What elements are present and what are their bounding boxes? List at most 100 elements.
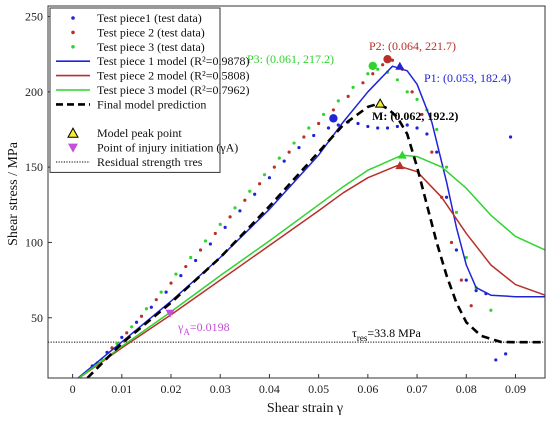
model-line-series-6 (77, 154, 545, 378)
data-point-series-3 (395, 78, 399, 82)
data-point-series-1 (179, 273, 183, 278)
data-point-series-1 (474, 289, 478, 293)
data-point-series-1 (238, 209, 242, 213)
data-point-series-1 (494, 358, 498, 362)
data-point-series-2 (287, 150, 291, 154)
data-point-series-3 (489, 308, 493, 312)
legend-label: Model peak point (97, 126, 182, 140)
x-tick-label: 0.01 (111, 382, 132, 396)
data-point-series-2 (449, 240, 454, 245)
experimental-peak-point-3 (368, 61, 377, 71)
legend-label: Final model prediction (97, 97, 206, 111)
data-point-series-1 (312, 133, 316, 138)
legend-marker-triangle-down (68, 143, 78, 153)
legend-label: Test piece 3 (test data) (97, 40, 205, 54)
data-point-series-2 (302, 135, 306, 139)
data-point-series-2 (317, 121, 321, 126)
data-point-series-3 (144, 307, 149, 311)
data-point-series-2 (198, 248, 203, 252)
plot-data (48, 54, 545, 378)
peak-label-m: M: (0.062, 192.2) (372, 109, 458, 123)
data-point-series-3 (464, 255, 468, 260)
data-point-series-1 (134, 320, 139, 324)
data-point-series-1 (435, 150, 439, 154)
data-point-series-3 (262, 173, 267, 177)
final-model-line (86, 102, 545, 378)
x-tick-label: 0 (70, 382, 76, 396)
data-point-series-3 (203, 239, 208, 243)
data-point-series-3 (351, 85, 355, 89)
legend-label: Point of injury initiation (γA) (97, 141, 238, 155)
residual-strength-label: τres=33.8 MPa (352, 326, 421, 343)
peak-label-p3: P3: (0.061, 217.2) (247, 52, 334, 66)
data-point-series-1 (267, 176, 272, 180)
data-point-series-1 (415, 126, 419, 130)
y-tick-label: 50 (31, 311, 43, 325)
data-point-series-2 (125, 331, 129, 335)
data-point-series-3 (174, 272, 178, 276)
peak-label-p1: P1: (0.053, 182.4) (424, 71, 511, 85)
data-point-series-2 (169, 281, 173, 285)
data-point-series-3 (444, 165, 449, 169)
experimental-peak-point-2 (383, 54, 392, 64)
x-tick-label: 0.05 (308, 382, 329, 396)
legend-label: Test piece 2 (test data) (97, 25, 205, 39)
plot-inner (48, 54, 545, 378)
legend-label: Test piece1 (test data) (97, 11, 202, 25)
x-tick-label: 0.08 (456, 382, 477, 396)
model-peak-marker-3 (397, 150, 407, 159)
injury-initiation-marker (165, 309, 175, 318)
data-point-series-2 (154, 298, 158, 302)
data-point-series-1 (194, 258, 198, 263)
data-point-series-2 (272, 165, 276, 169)
data-point-series-3 (415, 97, 419, 101)
data-point-series-1 (464, 278, 468, 282)
data-point-series-1 (282, 159, 286, 163)
data-point-series-3 (130, 325, 134, 329)
legend-label: Residual strength τres (97, 155, 203, 169)
data-point-series-3 (159, 290, 163, 294)
y-tick-label: 250 (25, 10, 43, 24)
data-point-series-3 (366, 72, 370, 76)
data-point-series-2 (331, 108, 336, 112)
data-point-series-1 (326, 126, 331, 130)
data-point-series-3 (218, 222, 222, 226)
data-point-series-1 (208, 242, 212, 246)
model-peak-marker-4 (374, 98, 386, 108)
y-axis-title: Shear stress / MPa (6, 141, 21, 246)
data-point-series-1 (336, 123, 340, 127)
data-point-series-2 (228, 215, 232, 219)
model-peak-marker-2 (395, 161, 405, 170)
data-point-series-2 (257, 182, 262, 186)
legend: Test piece1 (test data)Test piece 2 (tes… (49, 7, 250, 173)
legend-marker-points (71, 30, 75, 35)
x-tick-label: 0.04 (259, 382, 280, 396)
x-axis-title: Shear strain γ (267, 401, 343, 416)
plot-frame (47, 5, 546, 379)
x-tick-label: 0.07 (407, 382, 428, 396)
data-point-series-1 (395, 124, 399, 129)
model-peak-marker-1 (395, 61, 405, 70)
x-tick-label: 0.09 (505, 382, 526, 396)
data-point-series-1 (405, 123, 409, 127)
legend-label: Test piece 2 model (R²=0.5808) (97, 69, 250, 83)
data-point-series-1 (120, 335, 124, 339)
data-point-series-1 (454, 248, 459, 252)
data-point-series-2 (410, 90, 414, 94)
data-point-series-1 (149, 305, 153, 309)
plot-border (47, 5, 546, 379)
axis-ticks: 0 0.01 0.02 0.03 0.04 0.05 0.06 0.07 0.08 0.09 50 1… (25, 10, 526, 396)
experimental-peak-point-1 (329, 114, 338, 123)
data-point-series-2 (469, 304, 473, 308)
peak-label-p2: P2: (0.064, 221.7) (369, 39, 456, 53)
data-point-series-3 (277, 156, 281, 160)
data-point-series-1 (297, 145, 301, 150)
data-point-series-2 (420, 112, 424, 117)
data-point-series-2 (213, 231, 217, 236)
data-point-series-1 (223, 225, 227, 229)
data-point-series-3 (115, 341, 119, 345)
data-point-series-1 (253, 192, 257, 196)
data-point-series-1 (425, 132, 429, 136)
data-point-series-3 (405, 90, 409, 94)
